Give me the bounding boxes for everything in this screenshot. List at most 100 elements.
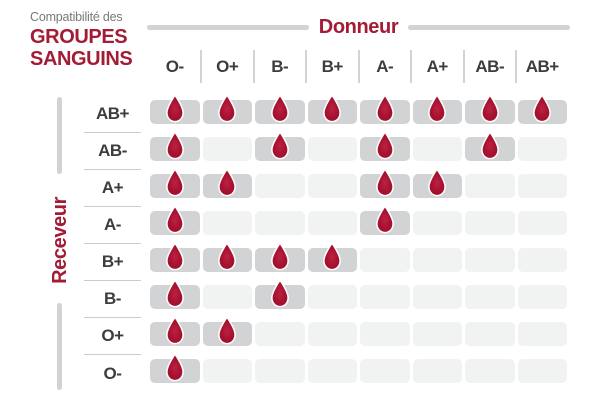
column-header: AB- [465, 49, 517, 84]
matrix-cell [150, 241, 200, 272]
column-header: A+ [413, 49, 464, 84]
matrix-cell [307, 174, 357, 198]
blood-drop-icon [164, 352, 185, 382]
row-label: A- [84, 207, 141, 244]
title-line-groupes: GROUPES [30, 26, 128, 48]
matrix-cell [360, 167, 410, 198]
matrix-cell [465, 359, 515, 383]
blood-drop-icon [217, 315, 238, 345]
blood-drop-icon [479, 93, 500, 123]
matrix-cell [517, 137, 567, 161]
matrix-cell [255, 174, 305, 198]
matrix-cell [517, 285, 567, 309]
matrix-cell [255, 93, 305, 124]
matrix-cell [202, 241, 252, 272]
blood-drop-icon [322, 93, 343, 123]
matrix-cell [360, 248, 410, 272]
matrix-cell [202, 359, 252, 383]
matrix-cell [412, 211, 462, 235]
column-header: AB+ [525, 56, 559, 76]
matrix-cell [360, 285, 410, 309]
blood-drop-icon [427, 167, 448, 197]
matrix-cell [202, 285, 252, 309]
title-line-sanguins: SANGUINS [30, 48, 133, 70]
matrix-cell [465, 248, 515, 272]
matrix-cell [255, 359, 305, 383]
blood-drop-icon [374, 167, 395, 197]
row-label: O+ [84, 318, 141, 355]
matrix-cell [412, 359, 462, 383]
recipient-axis-label: Receveur [45, 184, 75, 296]
column-header: A- [360, 49, 412, 84]
recipient-axis-bar-top [57, 97, 62, 174]
blood-drop-icon [374, 130, 395, 160]
matrix-cell [150, 130, 200, 161]
blood-drop-icon [217, 241, 238, 271]
blood-drop-icon [374, 93, 395, 123]
matrix-cell [307, 359, 357, 383]
title-block: Compatibilité des GROUPES SANGUINS [30, 10, 133, 70]
matrix-row [150, 278, 567, 318]
blood-drop-icon [164, 278, 185, 308]
matrix-cell [465, 174, 515, 198]
column-header: B- [255, 49, 307, 84]
matrix-cell [202, 211, 252, 235]
recipient-axis-bar-bottom [57, 303, 62, 390]
donor-axis-header: Donneur [147, 16, 571, 38]
row-label: AB- [84, 133, 141, 170]
matrix-cell [307, 285, 357, 309]
matrix-cell [360, 93, 410, 124]
donor-axis-line-left [147, 24, 309, 30]
matrix-row [150, 352, 567, 392]
matrix-cell [255, 130, 305, 161]
blood-drop-icon [164, 130, 185, 160]
matrix-row [150, 315, 567, 355]
blood-drop-icon [164, 315, 185, 345]
matrix-cell [150, 278, 200, 309]
matrix-cell [202, 93, 252, 124]
column-headers: O- O+ B- B+ A- A+ AB- AB+ [150, 49, 567, 84]
matrix-cell [517, 211, 567, 235]
row-labels: AB+ AB- A+ A- B+ B- O+ O- [84, 96, 141, 392]
column-header: O- [150, 49, 202, 84]
matrix-row [150, 167, 567, 207]
blood-drop-icon [322, 241, 343, 271]
matrix-cell [360, 204, 410, 235]
matrix-cell [517, 359, 567, 383]
matrix-row [150, 93, 567, 133]
blood-drop-icon [374, 204, 395, 234]
blood-drop-icon [269, 278, 290, 308]
row-label: A+ [84, 170, 141, 207]
blood-drop-icon [532, 93, 553, 123]
row-label: O- [103, 363, 122, 383]
donor-axis-line-right [408, 24, 571, 30]
matrix-cell [465, 211, 515, 235]
matrix-cell [517, 93, 567, 124]
matrix-cell [465, 322, 515, 346]
matrix-cell [307, 137, 357, 161]
blood-drop-icon [164, 93, 185, 123]
matrix-cell [150, 167, 200, 198]
matrix-grid [150, 93, 567, 392]
matrix-cell [150, 315, 200, 346]
matrix-cell [465, 93, 515, 124]
matrix-cell [412, 167, 462, 198]
row-label: B- [84, 281, 141, 318]
blood-drop-icon [217, 167, 238, 197]
title-eyebrow: Compatibilité des [30, 10, 123, 24]
column-header: B+ [308, 49, 359, 84]
matrix-cell [360, 359, 410, 383]
matrix-cell [412, 248, 462, 272]
matrix-cell [307, 211, 357, 235]
matrix-cell [412, 285, 462, 309]
matrix-row [150, 241, 567, 281]
matrix-cell [517, 322, 567, 346]
matrix-cell [255, 278, 305, 309]
blood-drop-icon [164, 167, 185, 197]
blood-drop-icon [427, 93, 448, 123]
matrix-cell [465, 285, 515, 309]
matrix-cell [150, 204, 200, 235]
matrix-cell [307, 241, 357, 272]
column-header: O+ [203, 49, 254, 84]
